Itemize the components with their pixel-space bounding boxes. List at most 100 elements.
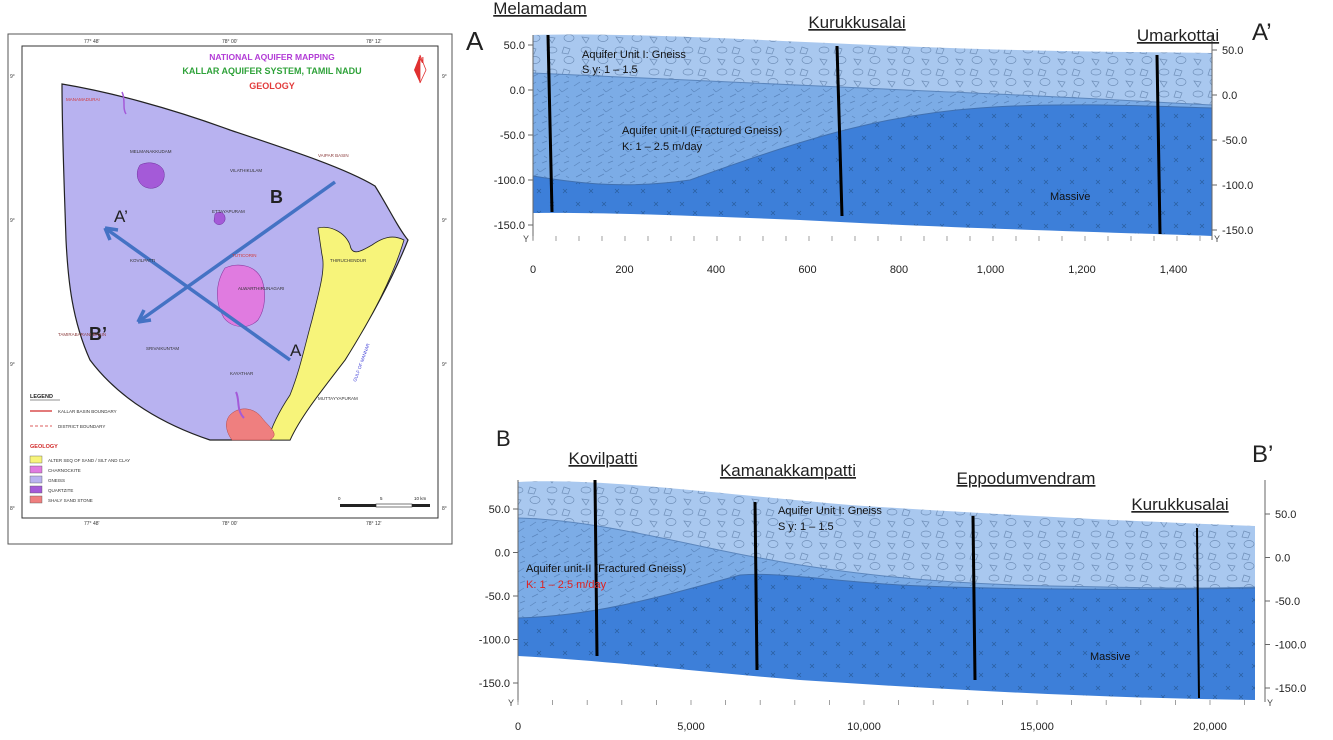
- y-tick-label-right: -150.0: [1222, 225, 1253, 237]
- well-label: Kamanakkampatti: [720, 461, 856, 480]
- layer-weathered-gneiss: [533, 34, 1212, 105]
- well-label: Kurukkusalai: [1131, 495, 1228, 514]
- place-label: MUTTAYYAPURAM: [318, 396, 358, 401]
- x-tick-label: 20,000: [1193, 721, 1227, 733]
- place-label: SRIVAIKUNTAM: [146, 346, 179, 351]
- geology-legend-label: CHARNOCKITE: [48, 468, 81, 473]
- geology-legend-label: ALTER SEQ OF SAND / SILT AND CLAY: [48, 458, 130, 463]
- map-top-tick: 78° 00': [222, 39, 238, 45]
- x-tick-label: 15,000: [1020, 721, 1054, 733]
- map-bottom-tick: 78° 00': [222, 521, 238, 527]
- scale-label: 10 km: [414, 496, 427, 501]
- map-left-tick: 9°: [10, 74, 15, 80]
- scale-label: 5: [380, 496, 383, 501]
- place-label: VAIPAR BASIN: [318, 153, 349, 158]
- y-tick-label-right: -100.0: [1275, 640, 1306, 652]
- map-title-line3: GEOLOGY: [249, 81, 295, 91]
- well-label: Umarkottai: [1137, 26, 1219, 45]
- x-tick-label: 1,400: [1160, 264, 1188, 276]
- x-tick-label: 800: [890, 264, 908, 276]
- place-label: MANAMADURAI: [66, 97, 100, 102]
- geology-legend-heading: GEOLOGY: [30, 444, 58, 450]
- legend-item: DISTRICT BOUNDARY: [58, 424, 105, 429]
- y-tick-label-right: 0.0: [1275, 553, 1290, 565]
- y-tick-label-right: -100.0: [1222, 180, 1253, 192]
- map-left-tick: 8°: [10, 506, 15, 512]
- x-tick-label: 200: [615, 264, 633, 276]
- section-line-a-arrow-icon: [103, 226, 119, 241]
- y-tick-label-right: 50.0: [1275, 509, 1296, 521]
- section-a-ticks: 50.0 0.0 -50.0 -100.0 -150.0 50.0 0.0 -50.0 -100…: [494, 40, 1253, 276]
- x-tick-label: 0: [515, 721, 521, 733]
- x-tick-label: 1,200: [1068, 264, 1096, 276]
- well-label: Kurukkusalai: [808, 13, 905, 32]
- unit2-title: Aquifer unit-II (Fractured Gneiss): [622, 125, 782, 137]
- cross-section-a: 50.0 0.0 -50.0 -100.0 -150.0 50.0 0.0 -50.0 -100…: [466, 0, 1272, 276]
- unit1-title: Aquifer Unit I: Gneiss: [778, 505, 882, 517]
- y-tick-label-right: -150.0: [1275, 683, 1306, 695]
- y-tick-label-right: -50.0: [1222, 135, 1247, 147]
- x-tick-label: 1,000: [977, 264, 1005, 276]
- map-title-line1: NATIONAL AQUIFER MAPPING: [209, 52, 335, 62]
- quartzite-streak: [121, 91, 127, 115]
- layer-massive: [518, 574, 1255, 700]
- unit2-param: K: 1 – 2.5 m/day: [622, 141, 703, 153]
- layer-boundary: [532, 72, 1213, 106]
- well-label: Kovilpatti: [569, 449, 638, 468]
- quartzite-area: [213, 212, 226, 225]
- axis-y-label: Y: [1214, 234, 1220, 244]
- unit2-title: Aquifer unit-II (Fractured Gneiss): [526, 563, 686, 575]
- section-line-b: [136, 180, 337, 324]
- layer-fractured-gneiss: [518, 518, 1255, 618]
- place-label: KAYATHAR: [230, 371, 254, 376]
- map-right-tick: 9°: [442, 362, 447, 368]
- geology-swatch: [29, 485, 43, 494]
- map-top-tick: 78° 12': [366, 39, 382, 45]
- map-label-a-prime: A’: [114, 207, 128, 226]
- massive-label: Massive: [1090, 651, 1130, 663]
- y-tick-label-right: -50.0: [1275, 596, 1300, 608]
- y-tick-label-left: -150.0: [479, 678, 510, 690]
- geology-legend-label: SHALY SAND STONE: [48, 498, 93, 503]
- shale-area: [226, 408, 275, 441]
- layer-boundary: [532, 104, 1213, 186]
- y-tick-label-left: 0.0: [510, 85, 525, 97]
- section-a-start-label: A: [466, 26, 484, 56]
- y-tick-label-left: 50.0: [489, 504, 510, 516]
- y-tick-label-left: 50.0: [504, 40, 525, 52]
- geology-legend-label: GNEISS: [48, 478, 65, 483]
- section-b-ticks: 50.0 0.0 -50.0 -100.0 -150.0 50.0 0.0 -50.0 -100…: [479, 504, 1306, 733]
- map-right-tick: 8°: [442, 506, 447, 512]
- axis-y-label: Y: [523, 234, 529, 244]
- charnockite-area: [217, 264, 265, 327]
- sand-area: [267, 226, 405, 441]
- map-bottom-tick: 78° 12': [366, 521, 382, 527]
- section-a-end-label: A’: [1252, 19, 1272, 46]
- axis-y-label: Y: [1267, 698, 1273, 708]
- map-right-tick: 9°: [442, 74, 447, 80]
- x-tick-label: 400: [707, 264, 725, 276]
- place-label: THIRUCHENDUR: [330, 258, 367, 263]
- borehole-line: [546, 34, 554, 213]
- borehole-line: [753, 501, 759, 671]
- map-title-line2: KALLAR AQUIFER SYSTEM, TAMIL NADU: [182, 66, 361, 76]
- borehole-line: [971, 515, 977, 681]
- geology-swatch: [29, 475, 43, 484]
- y-tick-label-left: -50.0: [500, 130, 525, 142]
- legend-heading: LEGEND: [30, 394, 53, 400]
- scale-label: 0: [338, 496, 341, 501]
- north-label: N: [418, 56, 424, 65]
- geology-legend-label: QUARTZITE: [48, 488, 73, 493]
- quartzite-streak: [235, 391, 245, 419]
- quartzite-area: [137, 162, 165, 189]
- map-label-b-prime: B’: [89, 324, 107, 344]
- y-tick-label-left: 0.0: [495, 548, 510, 560]
- geology-map: 77° 48' 78° 00' 78° 12' 77° 48' 78° 00' …: [7, 33, 453, 545]
- map-left-tick: 9°: [10, 362, 15, 368]
- massive-label: Massive: [1050, 191, 1090, 203]
- well-label: Melamadam: [493, 0, 587, 18]
- x-tick-label: 600: [798, 264, 816, 276]
- x-tick-label: 0: [530, 264, 536, 276]
- place-label: TUTICORIN: [232, 253, 257, 258]
